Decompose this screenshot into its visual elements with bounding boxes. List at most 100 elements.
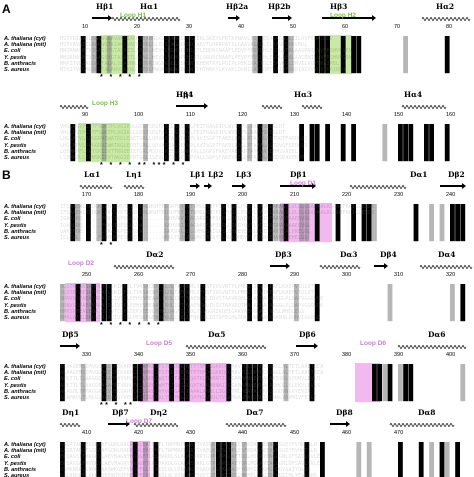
sequence-row: AEKTTLTLAAGGEASAFETVRPLFELLGEQIWHTGTGLGS… [60,382,321,389]
beta-strand-arrow-head [384,263,388,269]
secondary-structure-label: Dβ6 [299,330,316,339]
similar-column-box [60,284,65,322]
position-number: 360 [238,352,248,358]
position-number: 340 [134,352,144,358]
identical-column-box [314,204,320,242]
similar-column-box [268,442,273,477]
similar-column-box [231,442,237,477]
similar-column-box [179,204,185,242]
position-number: 100 [134,112,144,118]
similar-column-box [429,204,434,242]
sequence-row: SRNVGSPAEAVARA.DLIVTCLPEHVSMEAALTRQLIGTP… [60,302,324,309]
secondary-structure-label: Hβ3 [330,2,348,11]
sequence-row: DALKNSPFLAKKLDEEWQYQFHERFFLVGLVKDLALVDNL… [60,473,318,477]
position-number: 400 [446,352,456,358]
similar-column-box [143,364,148,402]
species-name: A. thaliana (cyt) [4,364,46,370]
identical-column-box [356,36,362,74]
identical-column-box [314,284,320,322]
position-number: 10 [82,24,89,30]
secondary-structure-label: Dβ7 [112,408,129,417]
secondary-structure-label: Lη1 [126,170,142,179]
position-number: 30 [186,24,193,30]
similar-column-box [143,124,148,162]
sequence-row: VHGLPGYPGITFSGKTPLVGIRGLGDGYSEGFAALLGRSD… [60,130,286,137]
identical-column-box [460,204,466,242]
beta-strand-arrow-head [76,343,80,349]
position-number: 450 [290,430,300,436]
sequence-row: MSTVRIAVVGSGNWGSAVAKIIAKNAEANGLKVSLWARDP… [60,36,333,42]
position-number: 90 [82,112,89,118]
identical-column-box [424,124,429,162]
identical-column-box [86,124,91,162]
similar-column-box [143,204,148,242]
similar-column-box [143,284,148,322]
position-number: 470 [394,430,404,436]
identical-column-box [169,364,174,402]
species-name: A. thaliana (mit) [4,370,46,377]
secondary-structure-label: Hη1 [176,90,194,99]
similar-column-box [460,364,466,402]
secondary-structure-label: Hα1 [140,2,159,11]
position-number: 460 [342,430,352,436]
alpha-helix-coil [301,105,323,109]
identical-column-box [127,204,133,242]
similar-column-box [96,204,102,242]
secondary-structure-label: Dα6 [428,330,446,339]
species-name: E. coli [4,376,21,383]
sequence-row: SGSTRPAESAHPEHLLSKIRFDLTVKSAERPFSLDGTAMK… [60,284,314,290]
species-name: E. coli [4,136,21,143]
position-number: 310 [394,272,404,278]
sequence-row: ALAGHLTFMAGGRPEVVEKVAPILQDLGKQIHYVDTGAGG… [60,388,311,395]
conserved-residue-stars: * * * * * [100,74,143,82]
species-name: E. coli [4,216,21,223]
identical-column-box [377,364,382,402]
sequence-row: LQEMKPFLKPTSKIIVTTKGIEIETGRLMSDVLREELEGM… [60,148,298,155]
beta-strand-arrow-head [288,15,292,21]
identical-column-box [268,284,273,322]
similar-column-box [262,124,268,162]
identical-column-box [309,364,315,402]
secondary-structure-label: Lα1 [84,170,101,179]
position-number: 410 [82,430,92,436]
sequence-row: MSTVRVAIIGAGNWGTAIAKVVAENSRRLGLEVSLWGRDE… [60,42,308,49]
identical-column-box [418,442,424,477]
identical-column-box [138,36,143,74]
alpha-helix-coil [185,345,267,349]
similar-column-box [387,284,393,322]
identical-column-box [132,442,138,477]
identical-column-box [200,284,206,322]
identical-column-box [221,204,226,242]
similar-column-box [210,442,216,477]
identical-column-box [257,204,263,242]
similar-column-box [382,364,388,402]
similar-column-box [294,284,299,322]
sequence-row: SRNVGSPAEAVARA.DLIVTCLPEHVSMEAALTRQLIGTP… [60,296,324,303]
similar-column-box [252,36,258,74]
identical-column-box [257,364,263,402]
identical-column-box [179,284,185,322]
identical-column-box [226,364,232,402]
identical-column-box [247,364,252,402]
identical-column-box [398,442,403,477]
identical-column-box [439,442,445,477]
position-number: 160 [446,112,456,118]
identical-column-box [132,364,138,402]
position-number: 290 [290,272,300,278]
species-name: S. aureus [4,315,30,321]
identical-column-box [184,36,190,74]
similar-column-box [283,364,289,402]
secondary-structure-label: Dα2 [146,250,164,259]
secondary-structure-label: Dα3 [340,250,358,259]
similar-column-box [366,442,372,477]
identical-column-box [444,36,450,74]
position-number: 20 [134,24,141,30]
identical-column-box [101,364,107,402]
panel-label: A [2,2,11,16]
sequence-row: LHGLKPVLRPGGRVIWATKGLEAETGRLLQDVAREALGDQ… [60,136,308,143]
identical-column-box [158,284,164,322]
identical-column-box [80,36,86,74]
identical-column-box [283,36,289,74]
identical-column-box [96,442,102,477]
